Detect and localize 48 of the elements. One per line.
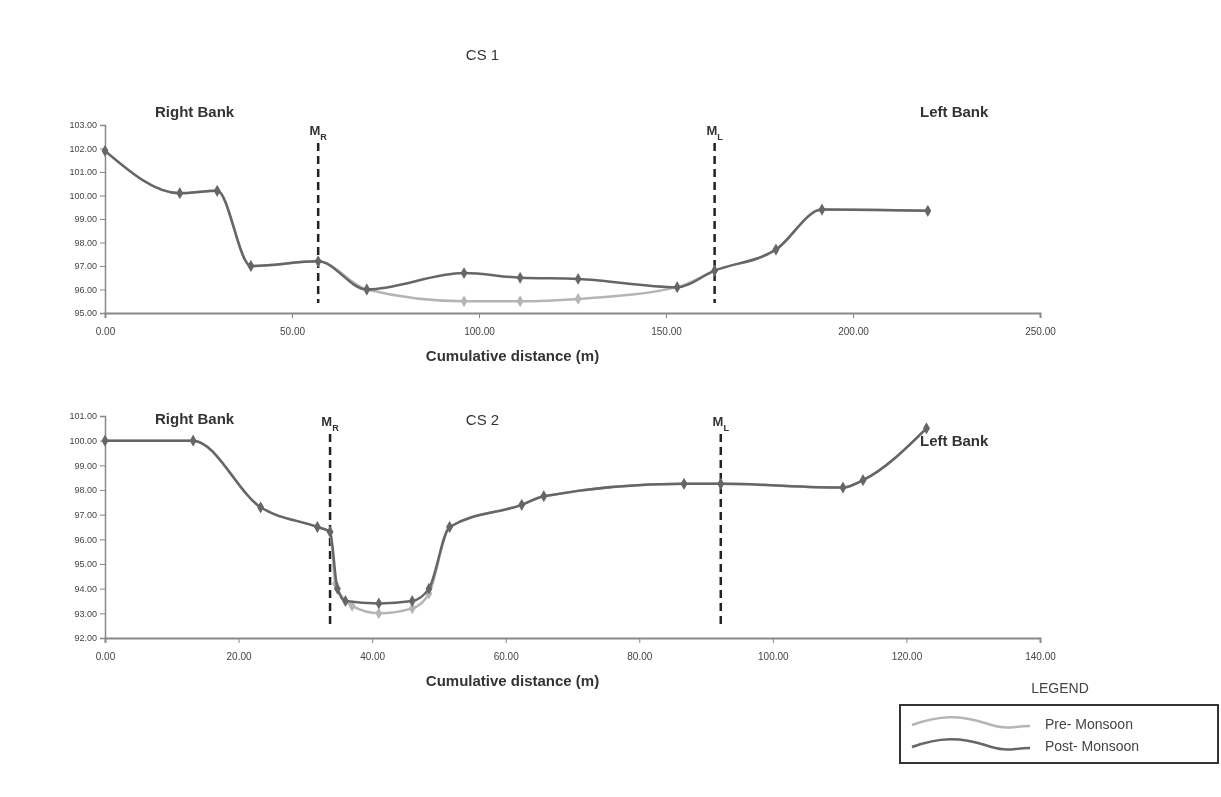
y-tick-label: 96.00 — [74, 534, 97, 545]
x-tick-label: 100.00 — [464, 326, 496, 337]
x-tick-label: 50.00 — [279, 326, 306, 337]
legend-title: LEGEND — [1031, 680, 1089, 696]
y-tick-label: 92.00 — [74, 633, 97, 644]
y-tick-label: 96.00 — [74, 284, 97, 295]
x-tick-label: 60.00 — [493, 651, 520, 662]
x-tick-label: 150.00 — [651, 326, 683, 337]
x-tick-label: 0.00 — [95, 326, 116, 337]
annotation: Right Bank — [155, 410, 235, 427]
x-tick-label: 40.00 — [360, 651, 386, 662]
y-tick-label: 98.00 — [74, 485, 97, 496]
y-tick-label: 94.00 — [74, 584, 97, 595]
y-tick-label: 101.00 — [69, 167, 97, 178]
x-tick-label: 140.00 — [1025, 651, 1057, 662]
x-tick-label: 0.00 — [95, 651, 116, 662]
text: Pre- Monsoon — [1045, 716, 1133, 732]
y-tick-label: 101.00 — [69, 411, 97, 422]
x-tick-label: 100.00 — [758, 651, 790, 662]
ref-line-label: M$_{L}$ — [706, 123, 724, 142]
text: Left Bank — [920, 103, 989, 120]
chart-title: CS 2 — [465, 411, 500, 428]
y-tick-label: 99.00 — [74, 460, 97, 471]
x-tick-label: 120.00 — [891, 651, 923, 662]
ref-line-label: M$_{R}$ — [309, 123, 328, 142]
x-tick-label: 200.00 — [838, 326, 870, 337]
x-tick-label: 80.00 — [627, 651, 653, 662]
y-tick-label: 97.00 — [74, 510, 97, 521]
text: Post- Monsoon — [1045, 738, 1140, 754]
y-tick-label: 97.00 — [74, 261, 97, 272]
y-tick-label: 95.00 — [74, 559, 97, 570]
chart-title: CS 1 — [465, 46, 500, 63]
x-tick-label: 20.00 — [226, 651, 253, 662]
y-tick-label: 98.00 — [74, 237, 97, 248]
y-tick-label: 100.00 — [69, 436, 97, 447]
y-tick-label: 99.00 — [74, 214, 97, 225]
x-axis-title: Cumulative distance (m) — [425, 347, 600, 364]
annotation: Left Bank — [920, 432, 989, 449]
text: Right Bank — [155, 103, 235, 120]
y-tick-label: 93.00 — [74, 608, 97, 619]
x-tick-label: 250.00 — [1025, 326, 1057, 337]
y-tick-label: 100.00 — [69, 190, 97, 201]
y-tick-label: 103.00 — [69, 120, 97, 131]
ref-line-label: M$_{R}$ — [321, 414, 340, 433]
ref-line-label: M$_{L}$ — [712, 414, 730, 433]
x-axis-title: Cumulative distance (m) — [425, 672, 600, 689]
y-tick-label: 102.00 — [69, 143, 97, 154]
y-tick-label: 95.00 — [74, 308, 97, 319]
